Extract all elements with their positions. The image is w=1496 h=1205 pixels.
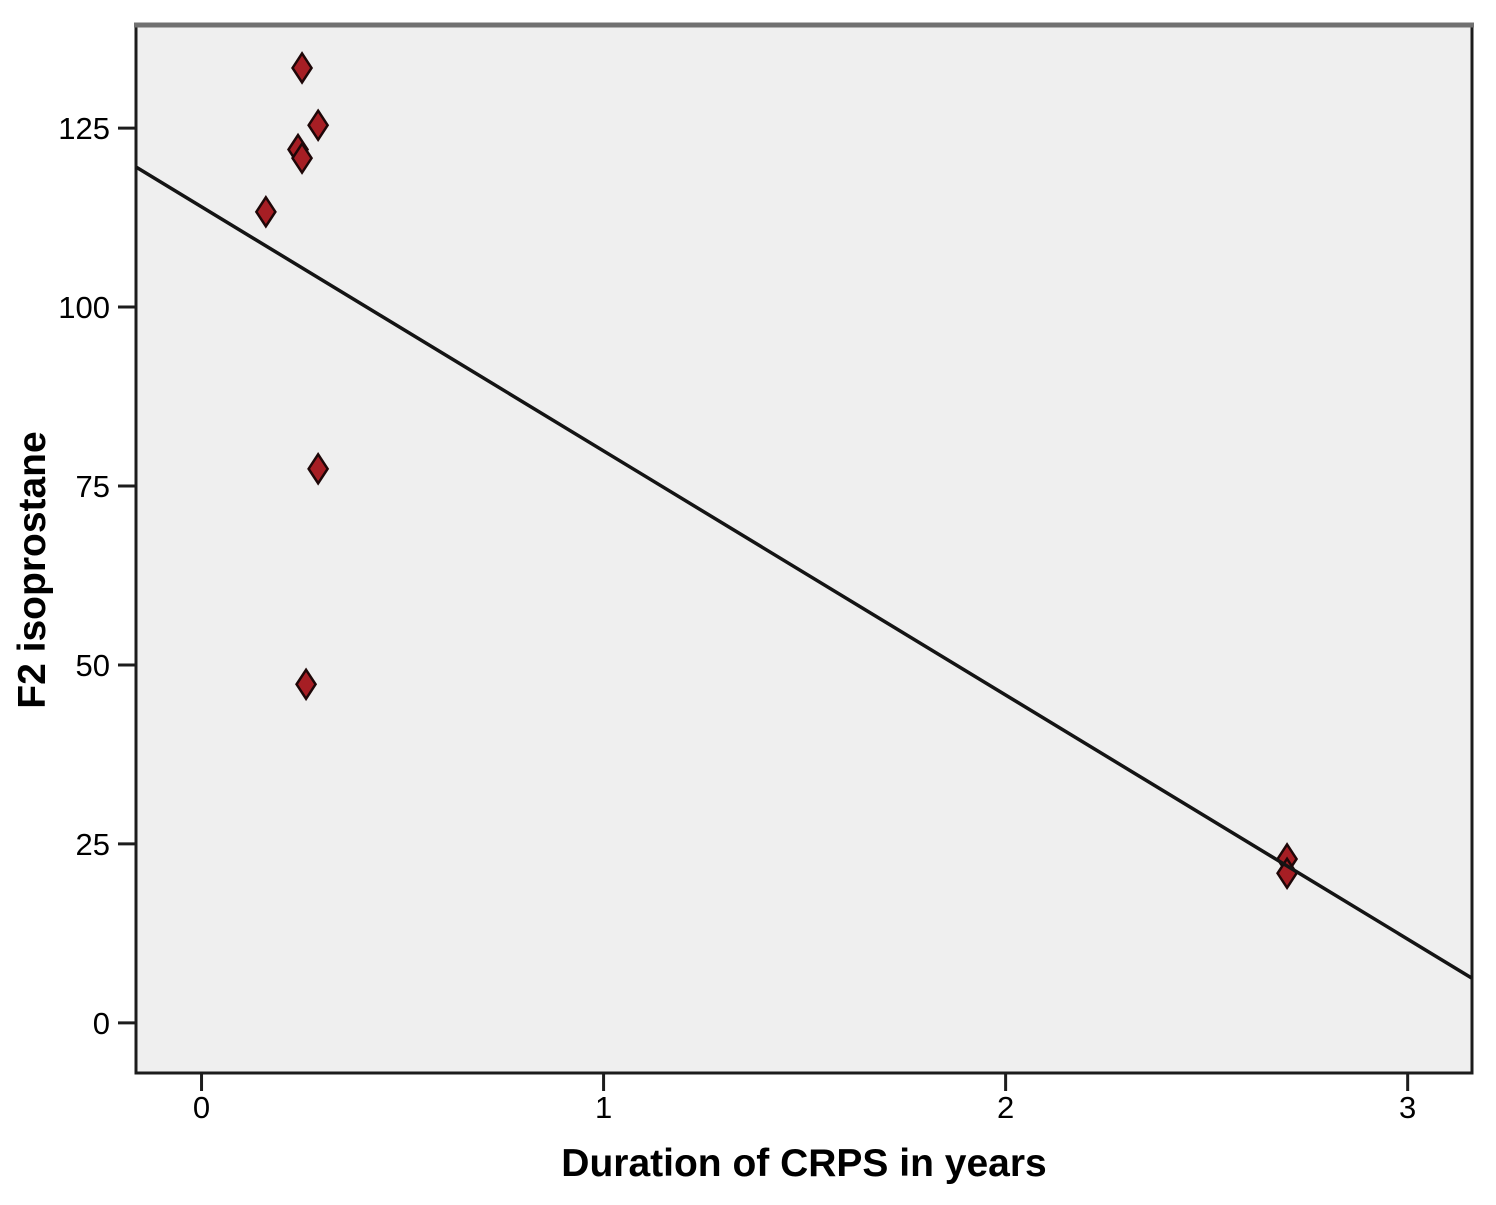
x-axis-title: Duration of CRPS in years bbox=[561, 1142, 1046, 1185]
x-tick-label: 1 bbox=[595, 1090, 612, 1125]
x-axis-ticks bbox=[200, 1074, 1410, 1091]
y-tick-label: 0 bbox=[93, 1006, 110, 1041]
x-tick-label: 0 bbox=[193, 1090, 210, 1125]
data-points bbox=[254, 51, 1299, 891]
data-point-diamond bbox=[291, 51, 314, 85]
y-tick-label: 100 bbox=[58, 290, 110, 325]
data-point-diamond bbox=[254, 195, 277, 229]
y-tick-label: 25 bbox=[76, 827, 110, 862]
x-tick-label: 3 bbox=[1399, 1090, 1416, 1125]
y-axis-ticks bbox=[118, 126, 135, 1025]
x-tick-label: 2 bbox=[997, 1090, 1014, 1125]
data-point-diamond bbox=[291, 141, 314, 175]
data-point-diamond bbox=[307, 452, 330, 486]
y-tick-label: 125 bbox=[58, 111, 110, 146]
data-point-diamond bbox=[295, 667, 318, 702]
y-tick-label: 75 bbox=[76, 469, 110, 504]
y-tick-label: 50 bbox=[76, 648, 110, 683]
x-axis-tick-labels: 0 1 2 3 bbox=[193, 1090, 1416, 1125]
plot-area bbox=[134, 23, 1474, 1075]
y-axis-title: F2 isoprostane bbox=[11, 431, 54, 708]
data-point-diamond bbox=[307, 108, 330, 142]
regression-line bbox=[135, 165, 1473, 980]
y-axis-tick-labels: 0 25 50 75 100 125 bbox=[58, 111, 110, 1041]
